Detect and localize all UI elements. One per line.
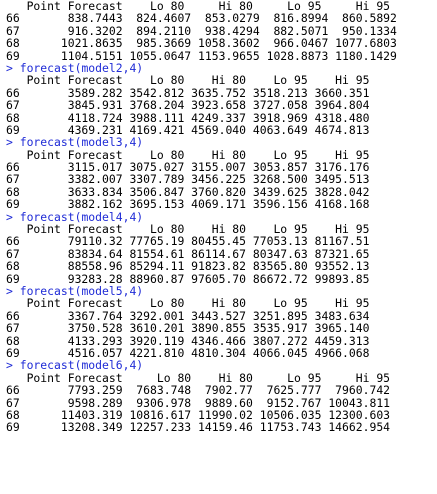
console-command: > forecast(model2,4)	[6, 62, 437, 74]
forecast-row: 66 3367.764 3292.001 3443.527 3251.895 3…	[6, 308, 370, 323]
console-prompt: >	[6, 135, 20, 150]
forecast-table-header: Point Forecast Lo 80 Hi 80 Lo 95 Hi 95	[6, 147, 370, 162]
console-prompt: >	[6, 209, 20, 224]
forecast-row: 69 13208.349 12257.233 14159.46 11753.74…	[6, 420, 391, 435]
forecast-row: 69 4516.057 4221.810 4810.304 4066.045 4…	[6, 345, 370, 360]
console-prompt: >	[6, 283, 20, 298]
forecast-table-header: Point Forecast Lo 80 Hi 80 Lo 95 Hi 95	[6, 296, 370, 311]
forecast-row: 68 3633.834 3506.847 3760.820 3439.625 3…	[6, 184, 370, 199]
forecast-row: 69 4369.231 4169.421 4569.040 4063.649 4…	[6, 122, 370, 137]
forecast-table-header: Point Forecast Lo 80 Hi 80 Lo 95 Hi 95	[6, 222, 370, 237]
forecast-row: 69 1104.5151 1055.0647 1153.9655 1028.88…	[6, 48, 397, 63]
console-prompt: >	[6, 358, 20, 373]
console-command: > forecast(model5,4)	[6, 285, 437, 297]
forecast-row: 66 7793.259 7683.748 7902.77 7625.777 79…	[6, 383, 391, 398]
forecast-row: 69 3882.162 3695.153 4069.171 3596.156 4…	[6, 197, 370, 212]
command-text: forecast(model4,4)	[19, 209, 144, 224]
forecast-table-header: Point Forecast Lo 80 Hi 80 Lo 95 Hi 95	[6, 370, 391, 385]
forecast-row: 68 11403.319 10816.617 11990.02 10506.03…	[6, 407, 391, 422]
command-text: forecast(model5,4)	[19, 283, 144, 298]
forecast-table-header: Point Forecast Lo 80 Hi 80 Lo 95 Hi 95	[6, 73, 370, 88]
forecast-row: 67 3750.528 3610.201 3890.855 3535.917 3…	[6, 321, 370, 336]
console-command: > forecast(model4,4)	[6, 209, 437, 224]
forecast-row: 66 3589.282 3542.812 3635.752 3518.213 3…	[6, 85, 370, 100]
console-command: > forecast(model3,4)	[6, 136, 437, 148]
forecast-row: 66 3115.017 3075.027 3155.007 3053.857 3…	[6, 160, 370, 175]
forecast-row: 67 9598.289 9306.978 9889.60 9152.767 10…	[6, 395, 391, 410]
forecast-table-header: Point Forecast Lo 80 Hi 80 Lo 95 Hi 95	[6, 0, 391, 13]
command-text: forecast(model3,4)	[19, 135, 144, 150]
forecast-row: 67 916.3202 894.2110 938.4294 882.5071 9…	[6, 23, 397, 38]
forecast-row: 66 79110.32 77765.19 80455.45 77053.13 8…	[6, 234, 370, 249]
forecast-row: 68 4118.724 3988.111 4249.337 3918.969 4…	[6, 110, 370, 125]
forecast-row: 69 93283.28 88960.87 97605.70 86672.72 9…	[6, 271, 370, 286]
forecast-row: 68 88558.96 85294.11 91823.82 83565.80 9…	[6, 259, 370, 274]
command-text: forecast(model2,4)	[19, 60, 144, 75]
forecast-row: 68 1021.8635 985.3669 1058.3602 966.0467…	[6, 36, 397, 51]
forecast-row: 66 838.7443 824.4607 853.0279 816.8994 8…	[6, 11, 397, 26]
forecast-row: 67 83834.64 81554.61 86114.67 80347.63 8…	[6, 246, 370, 261]
forecast-row: 68 4133.293 3920.119 4346.466 3807.272 4…	[6, 333, 370, 348]
console-prompt: >	[6, 60, 20, 75]
forecast-row: 67 3845.931 3768.204 3923.658 3727.058 3…	[6, 98, 370, 113]
forecast-row: 67 3382.007 3307.789 3456.225 3268.500 3…	[6, 172, 370, 187]
console-command: > forecast(model6,4)	[6, 359, 437, 371]
command-text: forecast(model6,4)	[19, 358, 144, 373]
